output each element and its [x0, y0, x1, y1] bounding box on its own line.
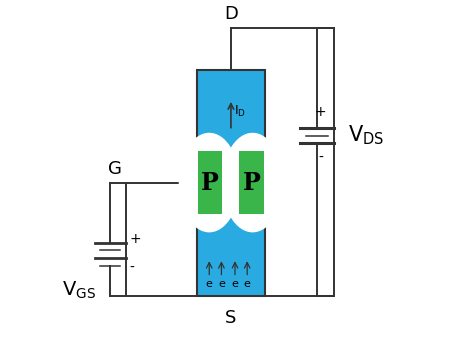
- Ellipse shape: [222, 133, 283, 232]
- Bar: [239, 151, 264, 214]
- Text: $\mathregular{V_{GS}}$: $\mathregular{V_{GS}}$: [62, 279, 96, 301]
- Text: e: e: [218, 279, 225, 289]
- Text: +: +: [129, 232, 141, 246]
- Text: S: S: [225, 309, 237, 328]
- Text: G: G: [109, 160, 122, 178]
- Ellipse shape: [179, 133, 240, 232]
- Text: P: P: [201, 171, 219, 195]
- Text: -: -: [318, 151, 323, 165]
- Bar: [198, 151, 222, 214]
- Text: e: e: [231, 279, 238, 289]
- Text: D: D: [224, 5, 238, 23]
- Text: +: +: [315, 105, 326, 119]
- Text: $\mathregular{I_D}$: $\mathregular{I_D}$: [235, 104, 246, 119]
- Text: e: e: [244, 279, 251, 289]
- Text: $\mathregular{V_{DS}}$: $\mathregular{V_{DS}}$: [348, 124, 384, 147]
- Bar: [197, 70, 265, 295]
- Text: P: P: [243, 171, 261, 195]
- Text: -: -: [129, 260, 134, 274]
- Text: e: e: [206, 279, 213, 289]
